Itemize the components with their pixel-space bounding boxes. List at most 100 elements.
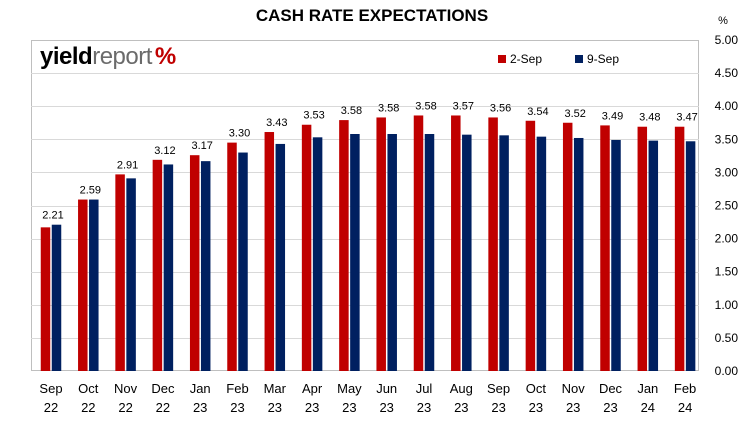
y-tick-label: 4.50	[715, 66, 739, 80]
bar-9-sep	[275, 143, 286, 371]
x-tick-label-year: 23	[603, 400, 617, 415]
x-tick-label-month: Jun	[376, 381, 397, 396]
data-label: 2.59	[80, 185, 101, 197]
bar-2-sep	[674, 126, 685, 371]
data-label: 3.47	[676, 112, 697, 124]
x-tick-label-month: Jul	[416, 381, 433, 396]
x-tick-label-year: 24	[641, 400, 655, 415]
bar-2-sep	[376, 117, 386, 371]
x-tick-label-year: 22	[44, 400, 58, 415]
data-label: 3.52	[564, 108, 585, 120]
plot-area	[31, 40, 699, 371]
x-tick-label-year: 23	[230, 400, 244, 415]
bar-9-sep	[424, 134, 435, 371]
bar-9-sep	[350, 134, 360, 371]
legend-swatch-9-sep	[575, 54, 583, 63]
bar-9-sep	[611, 139, 621, 371]
bar-9-sep	[462, 134, 472, 371]
bar-9-sep	[51, 224, 62, 371]
bar-2-sep	[40, 227, 51, 371]
bar-2-sep	[227, 142, 237, 371]
x-tick-label-year: 24	[678, 400, 692, 415]
x-tick-label-month: Apr	[302, 381, 323, 396]
bar-9-sep	[536, 136, 547, 371]
legend-swatch-2-sep	[498, 54, 506, 63]
x-tick-label-month: Nov	[114, 381, 138, 396]
x-tick-label-month: Oct	[78, 381, 99, 396]
y-tick-label: 2.00	[715, 232, 739, 246]
y-tick-label: 2.50	[715, 199, 739, 213]
x-tick-label-year: 23	[417, 400, 431, 415]
legend-label-2-sep: 2-Sep	[510, 52, 543, 66]
bar-9-sep	[126, 178, 136, 371]
chart-title: CASH RATE EXPECTATIONS	[255, 6, 489, 25]
x-tick-label-year: 23	[529, 400, 543, 415]
data-label: 3.56	[490, 102, 511, 114]
x-tick-label-month: Aug	[450, 381, 473, 396]
y-tick-label: 5.00	[715, 33, 739, 47]
y-tick-label: 1.50	[715, 265, 739, 279]
x-tick-label-month: Oct	[526, 381, 547, 396]
bar-2-sep	[600, 125, 610, 371]
y-tick-label: 0.50	[715, 331, 739, 345]
bar-2-sep	[562, 122, 573, 371]
x-tick-label-year: 22	[81, 400, 95, 415]
bar-2-sep	[488, 117, 498, 371]
x-tick-label-year: 23	[305, 400, 319, 415]
data-label: 3.48	[639, 112, 660, 124]
bar-2-sep	[637, 126, 648, 371]
data-label: 3.43	[266, 117, 287, 129]
bar-2-sep	[152, 159, 163, 371]
x-tick-label-year: 23	[268, 400, 282, 415]
bar-9-sep	[648, 140, 659, 371]
data-label: 3.53	[303, 110, 324, 122]
bar-2-sep	[301, 124, 312, 372]
logo-text-report: report	[92, 43, 152, 70]
x-tick-label-month: Feb	[226, 381, 248, 396]
bar-2-sep	[189, 155, 200, 371]
x-tick-label-month: Jan	[637, 381, 658, 396]
logo-text-yield: yield	[40, 43, 93, 70]
yieldreport-logo: yieldreport%	[40, 40, 176, 74]
x-tick-label-year: 22	[118, 400, 132, 415]
data-label: 3.30	[229, 128, 250, 140]
legend-label-9-sep: 9-Sep	[587, 52, 620, 66]
bar-2-sep	[413, 115, 424, 371]
x-tick-label-year: 23	[193, 400, 207, 415]
legend-item-9-sep: 9-Sep	[575, 52, 619, 66]
x-tick-label-year: 23	[491, 400, 505, 415]
bar-9-sep	[685, 141, 696, 371]
logo-percent-mark: %	[154, 43, 176, 70]
x-tick-label-month: Dec	[151, 381, 175, 396]
bar-2-sep	[525, 120, 536, 371]
data-label: 3.58	[378, 102, 399, 114]
data-label: 2.21	[42, 210, 63, 222]
legend-item-2-sep: 2-Sep	[498, 52, 542, 66]
bar-9-sep	[499, 135, 509, 371]
bar-9-sep	[238, 152, 248, 371]
x-tick-label-year: 23	[566, 400, 580, 415]
x-tick-label-year: 23	[379, 400, 393, 415]
bar-2-sep	[264, 132, 275, 371]
bar-2-sep	[339, 120, 349, 372]
x-tick-label-year: 22	[156, 400, 170, 415]
y-axis-unit-label: %	[718, 15, 728, 27]
data-label: 3.17	[191, 140, 212, 152]
x-tick-label-year: 23	[454, 400, 468, 415]
data-label: 3.57	[453, 100, 474, 112]
data-label: 2.91	[117, 159, 138, 171]
x-tick-label-month: Mar	[264, 381, 287, 396]
bar-9-sep	[163, 164, 174, 371]
bar-2-sep	[115, 174, 125, 371]
y-tick-label: 3.00	[715, 165, 739, 179]
data-label: 3.12	[154, 145, 175, 157]
x-tick-label-month: Dec	[599, 381, 623, 396]
x-tick-label-month: Sep	[487, 381, 510, 396]
y-tick-label: 3.50	[715, 132, 739, 146]
data-label: 3.54	[527, 106, 548, 118]
bar-9-sep	[200, 161, 211, 371]
bar-9-sep	[573, 137, 584, 371]
data-label: 3.49	[602, 110, 623, 122]
x-tick-label-month: Nov	[562, 381, 586, 396]
